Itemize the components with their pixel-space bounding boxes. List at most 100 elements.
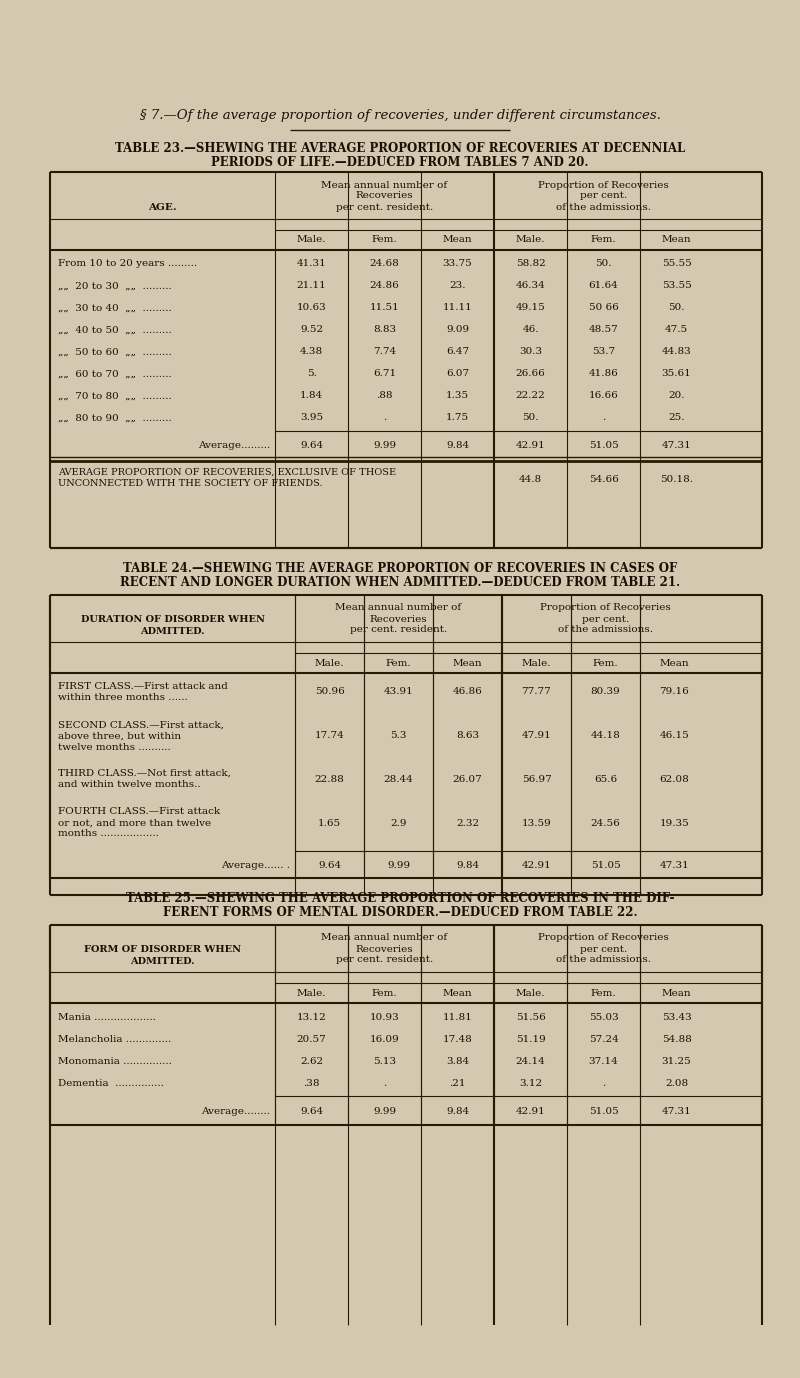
Text: 24.86: 24.86 [370, 281, 399, 291]
Text: 10.93: 10.93 [370, 1013, 399, 1021]
Text: 1.84: 1.84 [300, 391, 323, 401]
Text: 16.66: 16.66 [589, 391, 618, 401]
Text: FIRST CLASS.—First attack and: FIRST CLASS.—First attack and [58, 682, 228, 690]
Text: „„  50 to 60  „„  .........: „„ 50 to 60 „„ ......... [58, 347, 172, 357]
Text: 50 66: 50 66 [589, 303, 618, 313]
Text: Average........: Average........ [201, 1107, 270, 1116]
Text: 49.15: 49.15 [516, 303, 546, 313]
Text: 51.05: 51.05 [590, 861, 620, 871]
Text: Average.........: Average......... [198, 441, 270, 451]
Text: 9.64: 9.64 [318, 861, 341, 871]
Text: within three months ......: within three months ...... [58, 693, 188, 701]
Text: Male.: Male. [297, 236, 326, 244]
Text: Fem.: Fem. [386, 659, 411, 667]
Text: 26.66: 26.66 [516, 369, 546, 379]
Text: Mean annual number of: Mean annual number of [335, 604, 462, 612]
Text: 17.48: 17.48 [442, 1035, 472, 1043]
Text: 8.63: 8.63 [456, 732, 479, 740]
Text: 51.05: 51.05 [589, 1107, 618, 1116]
Text: 46.86: 46.86 [453, 688, 482, 696]
Text: TABLE 25.—SHEWING THE AVERAGE PROPORTION OF RECOVERIES IN THE DIF-: TABLE 25.—SHEWING THE AVERAGE PROPORTION… [126, 892, 674, 904]
Text: 53.55: 53.55 [662, 281, 691, 291]
Text: twelve months ..........: twelve months .......... [58, 743, 170, 751]
Text: 24.14: 24.14 [516, 1057, 546, 1065]
Text: per cent.: per cent. [582, 615, 629, 623]
Text: 55.55: 55.55 [662, 259, 691, 269]
Text: Melancholia ..............: Melancholia .............. [58, 1035, 171, 1043]
Text: 42.91: 42.91 [516, 1107, 546, 1116]
Text: THIRD CLASS.—Not first attack,: THIRD CLASS.—Not first attack, [58, 769, 231, 779]
Text: 20.: 20. [668, 391, 685, 401]
Text: ADMITTED.: ADMITTED. [140, 627, 205, 635]
Text: 57.24: 57.24 [589, 1035, 618, 1043]
Text: 44.8: 44.8 [519, 474, 542, 484]
Text: 11.81: 11.81 [442, 1013, 472, 1021]
Text: .: . [383, 1079, 386, 1087]
Text: Mean: Mean [660, 659, 690, 667]
Text: 62.08: 62.08 [660, 774, 690, 784]
Text: 9.84: 9.84 [446, 441, 469, 451]
Text: 1.65: 1.65 [318, 819, 341, 828]
Text: 61.64: 61.64 [589, 281, 618, 291]
Text: per cent.: per cent. [580, 192, 627, 201]
Text: 13.12: 13.12 [297, 1013, 326, 1021]
Text: FORM OF DISORDER WHEN: FORM OF DISORDER WHEN [84, 944, 241, 954]
Text: 50.: 50. [668, 303, 685, 313]
Text: 37.14: 37.14 [589, 1057, 618, 1065]
Text: 44.83: 44.83 [662, 347, 691, 357]
Text: 47.31: 47.31 [662, 441, 691, 451]
Text: PERIODS OF LIFE.—DEDUCED FROM TABLES 7 AND 20.: PERIODS OF LIFE.—DEDUCED FROM TABLES 7 A… [211, 156, 589, 168]
Text: 51.05: 51.05 [589, 441, 618, 451]
Text: 31.25: 31.25 [662, 1057, 691, 1065]
Text: 9.99: 9.99 [373, 441, 396, 451]
Text: 6.47: 6.47 [446, 347, 469, 357]
Text: § 7.—Of the average proportion of recoveries, under different circumstances.: § 7.—Of the average proportion of recove… [139, 109, 661, 121]
Text: 3.95: 3.95 [300, 413, 323, 423]
Text: 9.09: 9.09 [446, 325, 469, 335]
Text: „„  70 to 80  „„  .........: „„ 70 to 80 „„ ......... [58, 391, 172, 401]
Text: 9.84: 9.84 [456, 861, 479, 871]
Text: 6.07: 6.07 [446, 369, 469, 379]
Text: FERENT FORMS OF MENTAL DISORDER.—DEDUCED FROM TABLE 22.: FERENT FORMS OF MENTAL DISORDER.—DEDUCED… [162, 905, 638, 919]
Text: Male.: Male. [522, 659, 551, 667]
Text: 58.82: 58.82 [516, 259, 546, 269]
Text: or not, and more than twelve: or not, and more than twelve [58, 819, 211, 828]
Text: TABLE 23.—SHEWING THE AVERAGE PROPORTION OF RECOVERIES AT DECENNIAL: TABLE 23.—SHEWING THE AVERAGE PROPORTION… [115, 142, 685, 154]
Text: 2.9: 2.9 [390, 819, 406, 828]
Text: 53.7: 53.7 [592, 347, 615, 357]
Text: Male.: Male. [516, 988, 546, 998]
Text: 9.84: 9.84 [446, 1107, 469, 1116]
Text: above three, but within: above three, but within [58, 732, 181, 740]
Text: 51.19: 51.19 [516, 1035, 546, 1043]
Text: 8.83: 8.83 [373, 325, 396, 335]
Text: 46.: 46. [522, 325, 538, 335]
Text: 50.: 50. [522, 413, 538, 423]
Text: 41.31: 41.31 [297, 259, 326, 269]
Text: 22.22: 22.22 [516, 391, 546, 401]
Text: 2.32: 2.32 [456, 819, 479, 828]
Text: Fem.: Fem. [590, 988, 616, 998]
Text: Monomania ...............: Monomania ............... [58, 1057, 172, 1065]
Text: 35.61: 35.61 [662, 369, 691, 379]
Text: Male.: Male. [297, 988, 326, 998]
Text: 9.64: 9.64 [300, 441, 323, 451]
Text: Recoveries: Recoveries [370, 615, 427, 623]
Text: 46.15: 46.15 [660, 732, 690, 740]
Text: 5.: 5. [306, 369, 317, 379]
Text: Mania ...................: Mania ................... [58, 1013, 156, 1021]
Text: AVERAGE PROPORTION OF RECOVERIES, EXCLUSIVE OF THOSE: AVERAGE PROPORTION OF RECOVERIES, EXCLUS… [58, 467, 396, 477]
Text: Fem.: Fem. [593, 659, 618, 667]
Text: of the admissions.: of the admissions. [556, 203, 651, 211]
Text: 47.31: 47.31 [662, 1107, 691, 1116]
Text: 47.31: 47.31 [660, 861, 690, 871]
Text: 50.18.: 50.18. [660, 474, 693, 484]
Text: Fem.: Fem. [372, 236, 398, 244]
Text: Mean: Mean [453, 659, 482, 667]
Text: FOURTH CLASS.—First attack: FOURTH CLASS.—First attack [58, 808, 220, 817]
Text: Mean: Mean [442, 988, 472, 998]
Text: ADMITTED.: ADMITTED. [130, 956, 194, 966]
Text: From 10 to 20 years .........: From 10 to 20 years ......... [58, 259, 197, 269]
Text: 79.16: 79.16 [660, 688, 690, 696]
Text: Recoveries: Recoveries [356, 192, 414, 201]
Text: 25.: 25. [668, 413, 685, 423]
